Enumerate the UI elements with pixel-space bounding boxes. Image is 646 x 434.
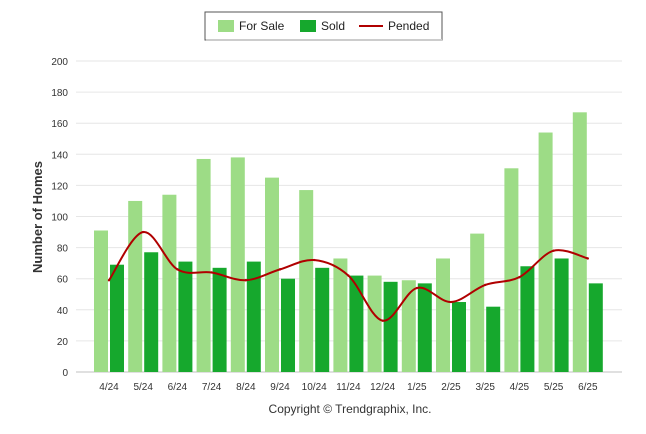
pended-point	[278, 268, 282, 271]
x-tick-label: 11/24	[336, 382, 361, 393]
bar-for-sale	[367, 275, 382, 372]
bar-sold	[178, 261, 193, 372]
y-tick-label: 100	[51, 213, 68, 224]
y-tick-label: 160	[51, 119, 68, 130]
pended-point	[552, 249, 555, 252]
x-tick-label: 6/25	[578, 382, 598, 393]
bar-for-sale	[162, 194, 177, 372]
bar-for-sale	[470, 233, 485, 372]
bar-sold	[144, 252, 159, 372]
y-tick-label: 20	[57, 337, 69, 348]
legend: For Sale Sold Pended	[204, 11, 443, 41]
bar-sold	[383, 281, 398, 372]
bar-for-sale	[572, 112, 587, 372]
x-tick-label: 10/24	[302, 382, 327, 393]
bar-sold	[554, 258, 569, 372]
pended-point	[586, 257, 589, 260]
y-tick-label: 80	[57, 244, 69, 255]
x-tick-label: 12/24	[370, 382, 395, 393]
legend-label-for-sale: For Sale	[239, 19, 285, 33]
legend-swatch-for-sale	[218, 20, 234, 32]
bar-sold	[588, 283, 603, 372]
bar-for-sale	[196, 158, 211, 372]
pended-point	[518, 275, 521, 279]
pended-point	[313, 258, 316, 262]
bar-sold	[417, 283, 432, 372]
y-tick-label: 120	[51, 181, 68, 192]
bars	[94, 112, 603, 372]
pended-point	[415, 286, 418, 290]
bar-sold	[349, 275, 364, 372]
copyright-credit: Copyright © Trendgraphix, Inc.	[269, 402, 432, 416]
x-tick-label: 5/25	[544, 382, 564, 393]
y-tick-label: 60	[57, 275, 69, 286]
bar-for-sale	[436, 258, 450, 372]
y-tick-label: 40	[57, 306, 69, 317]
bar-for-sale	[538, 132, 553, 372]
pended-line-group	[107, 230, 589, 322]
x-tick-label: 7/24	[202, 382, 222, 393]
bar-for-sale	[265, 177, 279, 372]
x-tick-label: 5/24	[133, 382, 153, 393]
bar-for-sale	[401, 280, 416, 372]
legend-box	[204, 11, 443, 41]
legend-label-pended: Pended	[388, 19, 429, 33]
x-tick-label: 1/25	[407, 382, 427, 393]
pended-point	[176, 268, 179, 271]
legend-swatch-sold	[300, 20, 316, 32]
pended-point	[210, 271, 213, 274]
pended-point	[484, 283, 487, 287]
bar-sold	[452, 302, 466, 372]
y-tick-label: 200	[51, 57, 68, 68]
pended-point	[449, 300, 453, 304]
y-tick-label: 180	[51, 88, 68, 99]
bar-sold	[212, 267, 227, 372]
y-tick-label: 140	[51, 150, 68, 161]
pended-point	[381, 319, 384, 322]
bar-for-sale	[128, 200, 143, 372]
y-tick-label: 0	[62, 368, 68, 379]
bar-for-sale	[230, 157, 245, 372]
pended-point	[347, 274, 350, 277]
bar-sold	[110, 264, 124, 372]
x-tick-label: 6/24	[168, 382, 188, 393]
bar-for-sale	[333, 258, 348, 372]
bar-sold	[486, 306, 501, 372]
y-ticks: 0 20 40 60 80 100 120 140 160 180 200	[51, 57, 68, 379]
legend-shadow	[206, 39, 442, 41]
pended-point	[244, 279, 247, 282]
bar-sold	[520, 266, 535, 372]
bar-sold	[246, 261, 261, 372]
bar-sold	[315, 267, 330, 372]
bar-for-sale	[299, 190, 314, 372]
x-tick-label: 4/24	[99, 382, 119, 393]
x-tick-label: 9/24	[270, 382, 290, 393]
pended-point	[142, 230, 145, 234]
bar-sold	[281, 278, 295, 372]
x-tick-label: 8/24	[236, 382, 256, 393]
pended-point	[107, 279, 111, 282]
x-tick-label: 3/25	[475, 382, 495, 393]
x-ticks: 4/24 5/24 6/24 7/24 8/24 9/24 10/24 11/24 12/24 1…	[99, 382, 598, 393]
x-tick-label: 4/25	[510, 382, 530, 393]
bar-for-sale	[94, 230, 108, 372]
x-tick-label: 2/25	[441, 382, 461, 393]
y-axis-label: Number of Homes	[30, 161, 45, 273]
bar-for-sale	[504, 168, 519, 372]
legend-label-sold: Sold	[321, 19, 345, 33]
